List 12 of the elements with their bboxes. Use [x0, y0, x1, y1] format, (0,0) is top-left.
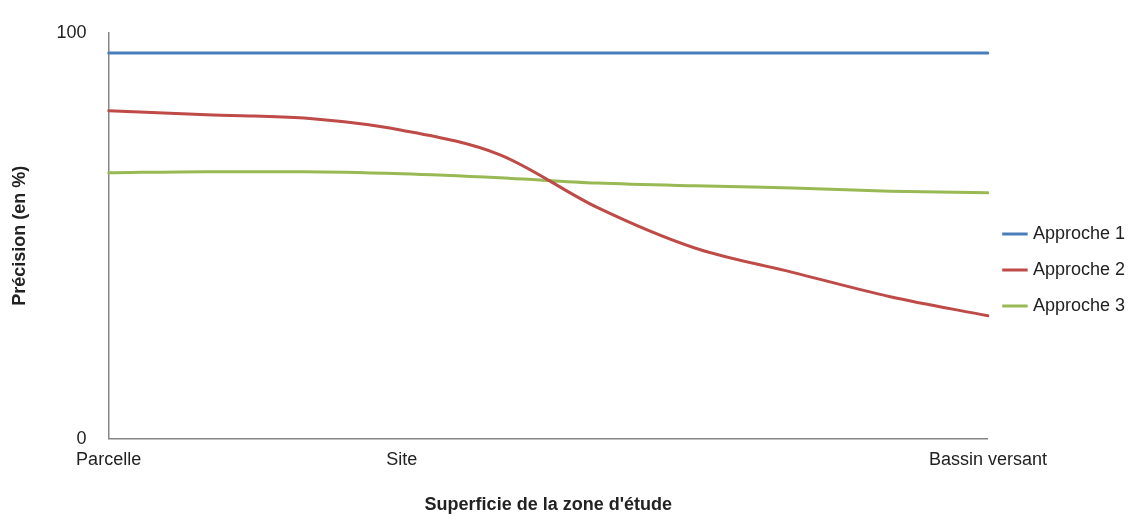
x-tick-label: Site [386, 448, 418, 469]
line-series [107, 109, 990, 318]
line-series [107, 170, 990, 195]
x-tick-label: Parcelle [76, 448, 142, 469]
x-axis-title: Superficie de la zone d'étude [424, 494, 672, 515]
y-tick-label: 100 [56, 21, 87, 42]
y-axis-title: Précision (en %) [8, 165, 29, 306]
x-tick-label: Bassin versant [928, 448, 1047, 469]
legend-label: Approche 1 [1032, 222, 1126, 243]
legend-label: Approche 3 [1032, 294, 1126, 315]
legend-label: Approche 2 [1032, 258, 1126, 279]
y-tick-label: 0 [76, 427, 87, 448]
